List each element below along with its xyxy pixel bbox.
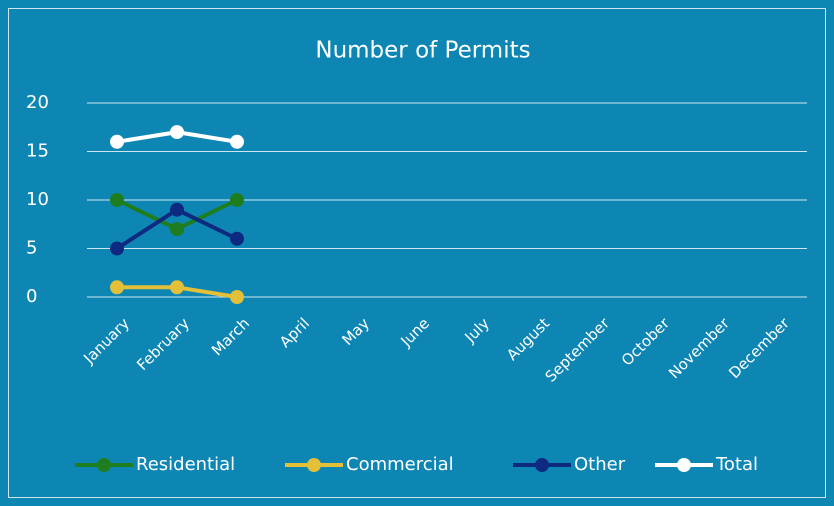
- x-tick-label: January: [79, 314, 133, 368]
- data-point: [110, 134, 124, 149]
- x-tick-label: May: [338, 314, 373, 349]
- data-point: [110, 193, 124, 207]
- x-tick-label: February: [133, 314, 193, 374]
- legend-marker: [97, 458, 111, 472]
- chart-title: Number of Permits: [315, 38, 530, 64]
- y-tick-label: 5: [26, 238, 37, 259]
- x-tick-label: July: [460, 314, 493, 347]
- x-tick-label: April: [276, 314, 313, 351]
- legend-label: Other: [574, 454, 626, 475]
- x-tick-label: December: [725, 314, 793, 382]
- x-tick-label: June: [396, 314, 433, 351]
- legend-marker: [535, 458, 549, 472]
- legend-marker: [677, 458, 691, 472]
- x-tick-label: August: [503, 314, 553, 364]
- data-point: [170, 222, 184, 237]
- x-tick-label: September: [542, 314, 614, 386]
- legend-marker: [307, 458, 321, 472]
- data-point: [230, 193, 244, 207]
- data-point: [110, 241, 124, 256]
- y-tick-label: 15: [26, 141, 49, 162]
- chart-border: [8, 8, 826, 498]
- y-tick-label: 20: [26, 92, 49, 113]
- data-point: [110, 280, 124, 295]
- data-point: [230, 231, 244, 246]
- data-point: [170, 125, 184, 140]
- legend-label: Total: [715, 454, 758, 475]
- data-point: [170, 280, 184, 295]
- x-tick-label: October: [618, 314, 674, 370]
- data-point: [170, 202, 184, 217]
- legend-label: Commercial: [346, 454, 454, 475]
- data-point: [230, 134, 244, 149]
- x-tick-label: March: [208, 314, 253, 359]
- x-tick-label: November: [665, 314, 733, 382]
- data-point: [230, 290, 244, 304]
- y-tick-label: 10: [26, 189, 49, 210]
- y-tick-label: 0: [26, 286, 37, 307]
- legend-label: Residential: [136, 454, 235, 475]
